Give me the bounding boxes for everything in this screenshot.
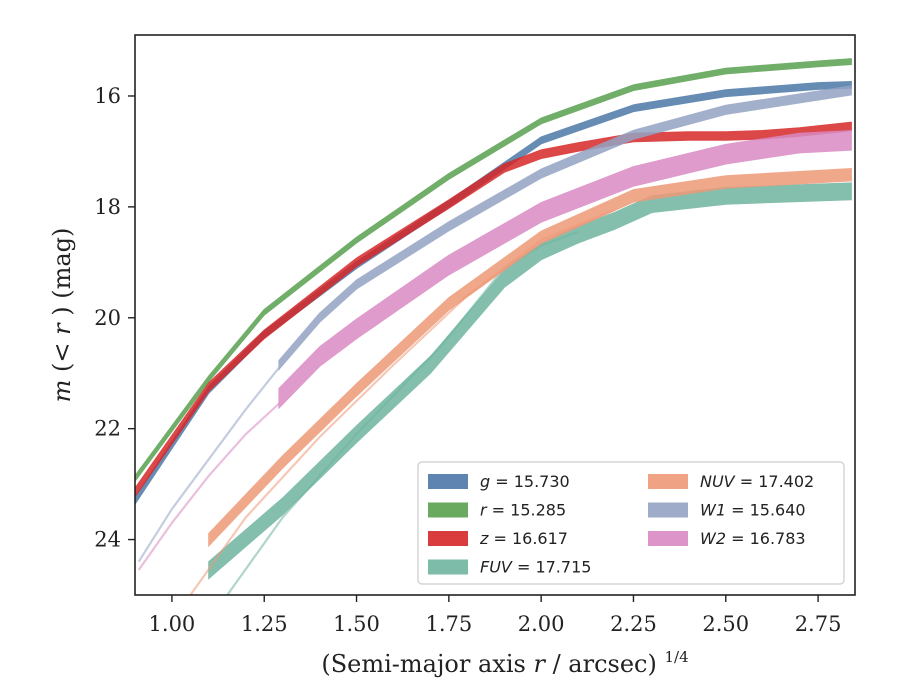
x-axis-label: (Semi-major axis r / arcsec) 1/4 [321,648,688,678]
series-w2-extrapolation-line [137,402,280,571]
series-w1-extrapolation-line [137,367,280,563]
y-tick-label: 22 [94,417,121,441]
x-axis: 1.00 1.25 1.50 1.75 2.00 2.25 2.50 2.75 [149,595,842,636]
series-w1-band [278,85,852,371]
y-tick-label: 18 [94,195,121,219]
legend-item-fuv: FUV = 17.715 [428,558,591,577]
x-tick-label: 2.50 [702,612,749,636]
legend-label: W1 = 15.640 [700,501,806,520]
x-tick-label: 2.75 [795,612,842,636]
legend-item-w2: W2 = 16.783 [648,529,806,548]
series-layer [135,58,852,595]
legend-label: W2 = 16.783 [700,529,806,548]
legend-label: NUV = 17.402 [700,472,814,491]
y-axis-label: m (< r ) (mag) [48,228,76,403]
legend-item-r: r = 15.285 [428,501,566,520]
series-fuv [208,182,852,595]
legend-swatch [648,531,688,546]
legend-swatch [648,502,688,518]
legend-label: r = 15.285 [480,501,566,520]
y-axis: 16 18 20 22 24 [94,84,135,552]
legend: g = 15.730 r = 15.285 z = 16.617 FUV = 17.7… [417,461,845,585]
series-w2-band [278,129,852,410]
series-r [135,58,852,483]
x-tick-label: 2.00 [518,612,565,636]
y-tick-label: 16 [94,84,121,108]
legend-label: FUV = 17.715 [480,558,591,577]
series-w1 [137,85,852,563]
x-tick-label: 1.50 [333,612,380,636]
series-fuv-band [208,182,852,580]
legend-swatch [428,474,468,489]
legend-item-nuv: NUV = 17.402 [648,472,814,491]
legend-item-w1: W1 = 15.640 [648,501,806,520]
legend-label: g = 15.730 [480,472,570,491]
series-nuv [189,167,852,595]
legend-label: z = 16.617 [479,529,568,548]
x-tick-label: 1.00 [149,612,196,636]
legend-swatch [648,474,688,489]
series-w2 [137,129,852,571]
x-tick-label: 2.25 [610,612,657,636]
legend-swatch [428,531,468,546]
y-tick-label: 20 [94,306,121,330]
legend-item-z: z = 16.617 [428,529,568,548]
legend-swatch [428,559,468,575]
legend-item-g: g = 15.730 [428,472,570,491]
series-nuv-band [208,167,852,548]
y-tick-label: 24 [94,528,121,552]
x-tick-label: 1.75 [425,612,472,636]
x-tick-label: 1.25 [241,612,288,636]
legend-swatch [428,502,468,518]
plot-frame [134,34,856,596]
legend-frame [417,461,845,585]
series-r-band [135,58,852,483]
